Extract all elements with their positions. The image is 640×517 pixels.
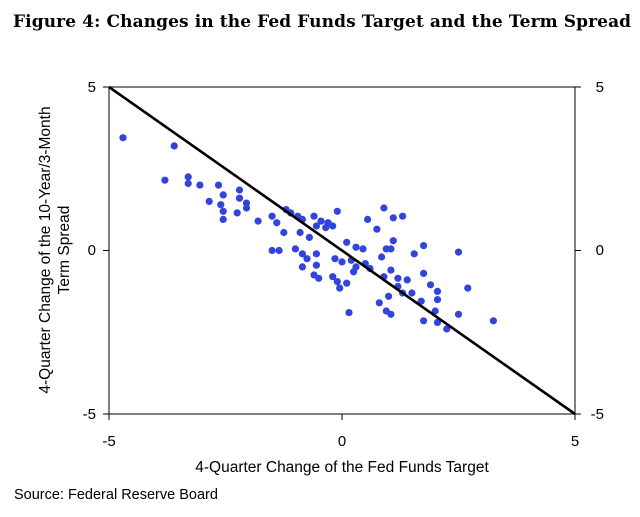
data-point: [382, 245, 390, 253]
data-point: [119, 134, 127, 142]
data-point: [322, 224, 330, 232]
x-tick-label: -5: [102, 433, 115, 450]
data-point: [385, 292, 393, 300]
data-point: [170, 142, 178, 150]
data-point: [454, 310, 463, 318]
data-point: [389, 214, 397, 222]
data-point: [489, 317, 497, 325]
data-point: [291, 245, 299, 253]
data-point: [312, 250, 320, 258]
y2-tick-label: 5: [596, 79, 604, 96]
data-point: [317, 217, 325, 225]
data-point: [242, 204, 251, 212]
data-point: [333, 207, 341, 215]
data-point: [359, 245, 367, 253]
data-point: [329, 273, 337, 281]
data-point: [433, 318, 442, 326]
data-point: [235, 194, 244, 202]
y-tick-label: -5: [83, 406, 96, 423]
data-point: [298, 263, 306, 271]
data-point: [280, 228, 288, 237]
data-point: [315, 274, 323, 282]
data-point: [161, 176, 169, 184]
data-point: [217, 201, 225, 209]
data-point: [296, 228, 304, 237]
data-point: [184, 179, 192, 188]
data-point: [343, 238, 351, 246]
data-point: [273, 219, 281, 227]
data-point: [196, 181, 204, 189]
data-point: [336, 284, 344, 292]
data-point: [375, 299, 383, 307]
data-point: [331, 255, 339, 263]
data-point: [464, 284, 472, 292]
x-axis-label: 4-Quarter Change of the Fed Funds Target: [195, 459, 489, 476]
data-point: [184, 173, 192, 181]
y-axis-label-line-2: Term Spread: [56, 206, 73, 295]
data-point: [233, 209, 241, 217]
data-point: [420, 242, 428, 250]
data-point: [312, 261, 320, 269]
data-point: [235, 186, 244, 194]
data-point: [410, 250, 418, 258]
data-point: [312, 222, 320, 230]
data-point: [403, 276, 411, 284]
chart-title: Figure 4: Changes in the Fed Funds Targe…: [13, 12, 632, 32]
data-point: [420, 269, 428, 277]
data-point: [399, 212, 407, 220]
data-point: [433, 287, 442, 295]
data-point: [420, 317, 428, 325]
data-point: [329, 222, 337, 230]
data-points: [119, 134, 497, 333]
data-point: [219, 215, 227, 223]
data-point: [275, 246, 283, 255]
data-point: [298, 250, 306, 258]
x-tick-label: 0: [338, 433, 346, 450]
data-point: [268, 212, 276, 220]
data-point: [352, 243, 360, 251]
data-point: [310, 212, 318, 220]
data-point: [219, 207, 227, 215]
data-point: [408, 289, 416, 297]
data-point: [380, 204, 388, 212]
data-point: [214, 181, 223, 189]
data-point: [431, 307, 439, 315]
y-tick-label: 5: [88, 79, 96, 96]
reference-line: [108, 85, 576, 416]
data-point: [205, 197, 213, 205]
data-point: [378, 253, 386, 261]
data-point: [443, 325, 451, 333]
source-note: Source: Federal Reserve Board: [14, 487, 218, 503]
data-point: [454, 248, 463, 256]
x-tick-label: 5: [571, 433, 579, 450]
data-point: [389, 237, 397, 245]
data-point: [426, 281, 435, 289]
y-tick-label: 0: [88, 242, 96, 259]
data-point: [219, 191, 227, 199]
data-point: [268, 246, 276, 255]
y2-tick-label: -5: [591, 406, 604, 423]
y-axis-label-line-1: 4-Quarter Change of the 10-Year/3-Month: [37, 106, 54, 393]
data-point: [417, 297, 425, 305]
data-point: [333, 278, 341, 286]
data-point: [343, 279, 351, 287]
data-point: [254, 217, 262, 225]
data-point: [373, 225, 381, 233]
y2-tick-label: 0: [596, 242, 604, 259]
data-point: [350, 268, 358, 276]
data-point: [345, 309, 353, 317]
data-point: [387, 266, 395, 274]
data-point: [387, 310, 395, 318]
data-point: [364, 215, 372, 223]
data-point: [338, 258, 346, 266]
data-point: [303, 255, 311, 263]
data-point: [433, 296, 442, 304]
data-point: [305, 233, 313, 241]
data-point: [394, 274, 402, 282]
